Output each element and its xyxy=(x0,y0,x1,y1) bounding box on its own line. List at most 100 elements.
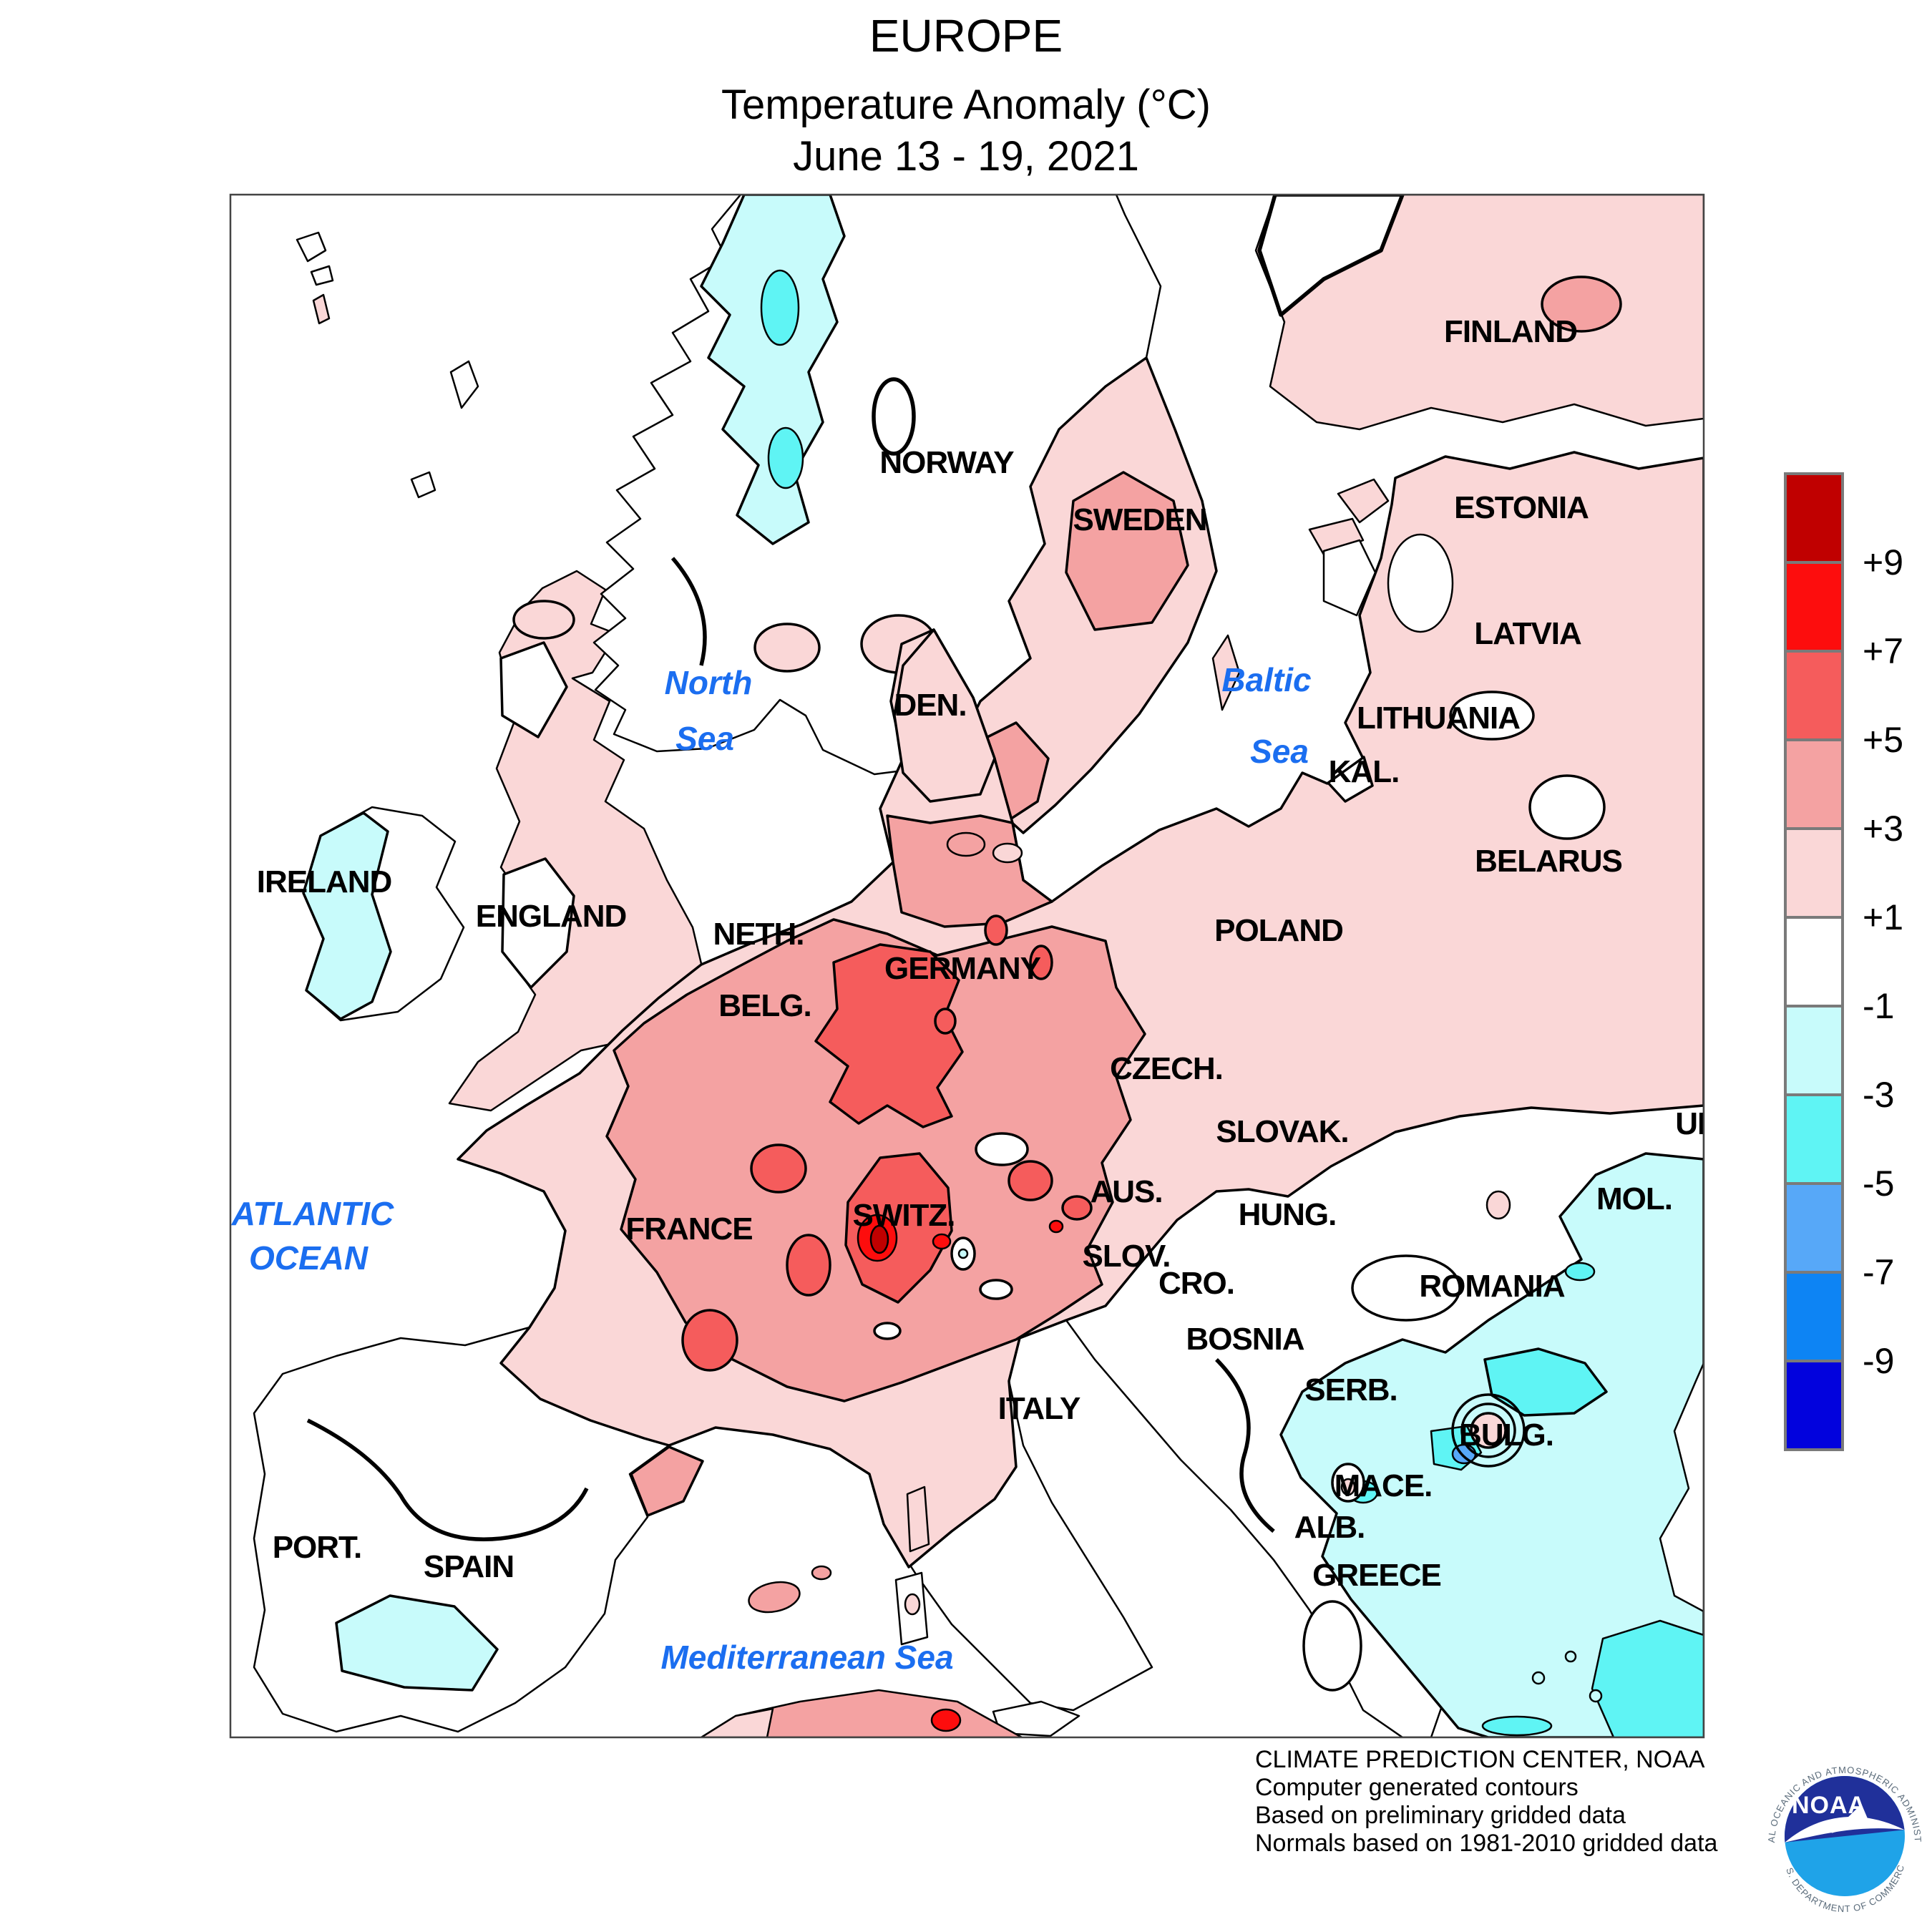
contour-belarus-white xyxy=(1528,774,1606,840)
island-shetland xyxy=(449,360,479,409)
sea-label-north-sea-2: Sea xyxy=(675,720,734,757)
legend-tick--7: -7 xyxy=(1863,1252,1894,1292)
country-label-hungary: HUNG. xyxy=(1239,1197,1337,1232)
sea-label-atlantic-1: ATLANTIC xyxy=(231,1195,394,1232)
country-label-ukraine: UK xyxy=(1675,1106,1720,1141)
legend-swatch-6 xyxy=(1784,1005,1844,1096)
country-label-bulgaria: BULG. xyxy=(1459,1418,1553,1453)
contour-west-greece-white xyxy=(1302,1600,1362,1692)
contour-kaliningrad-white xyxy=(1327,756,1374,803)
map-frame xyxy=(229,193,1705,1739)
country-label-romania: ROMANIA xyxy=(1419,1269,1564,1304)
country-label-latvia: LATVIA xyxy=(1474,616,1581,651)
legend-tick-+9: +9 xyxy=(1863,542,1903,582)
island-sardinia-pink-dot xyxy=(904,1593,921,1616)
country-label-switzerland: SWITZ. xyxy=(852,1198,955,1233)
attribution-line-4: Normals based on 1981-2010 gridded data xyxy=(1255,1830,1718,1857)
country-label-england: ENGLAND xyxy=(476,899,627,934)
contour-bulgaria-pink-core xyxy=(1470,1412,1507,1449)
contour-west-scotland-white xyxy=(499,641,568,738)
island-corsica xyxy=(906,1485,930,1553)
country-label-norway: NORWAY xyxy=(879,445,1014,480)
legend-tick-+7: +7 xyxy=(1863,631,1903,671)
contour-minus3-romania-spot xyxy=(1564,1262,1596,1282)
map-date-range: June 13 - 19, 2021 xyxy=(793,133,1139,180)
island-faroe-2 xyxy=(310,265,334,286)
contour-plus5-west-germany xyxy=(814,943,964,1128)
island-menorca xyxy=(811,1565,832,1581)
legend-swatch-2 xyxy=(1784,650,1844,741)
noaa-logo-emblem xyxy=(1785,1776,1905,1896)
island-gotland xyxy=(1211,634,1241,711)
contour-norway-cyan-deep-1 xyxy=(760,269,800,346)
contour-ireland-cyan xyxy=(302,811,392,1020)
country-label-italy: ITALY xyxy=(998,1391,1080,1426)
country-label-lithuania: LITHUANIA xyxy=(1357,701,1520,736)
contour-plus5-austria-b xyxy=(1061,1195,1093,1221)
country-label-germany: GERMANY xyxy=(884,951,1041,986)
map-area: FINLAND NORWAY SWEDEN ESTONIA LATVIA LITHUANI… xyxy=(230,195,1720,1737)
country-label-macedonia: MACE. xyxy=(1335,1468,1433,1503)
country-labels: FINLAND NORWAY SWEDEN ESTONIA LATVIA LITHUANI… xyxy=(257,314,1720,1593)
contour-sweden-salmon-mid xyxy=(1065,471,1189,631)
contour-minus1-south-spain xyxy=(335,1594,499,1692)
contour-plus5-france-ne xyxy=(750,1143,807,1194)
contour-plus5-germany-spot xyxy=(934,1008,957,1035)
country-label-portugal: PORT. xyxy=(273,1530,362,1565)
attribution-block: CLIMATE PREDICTION CENTER, NOAA Computer… xyxy=(1255,1746,1718,1857)
contour-lithuania-white xyxy=(1449,691,1535,741)
region-north-africa-pale xyxy=(700,1707,774,1737)
contour-minus3-ne-bulgaria xyxy=(1483,1347,1608,1417)
contour-norway-white-ring xyxy=(872,377,916,456)
island-aegean-2 xyxy=(1564,1650,1577,1663)
map-title: EUROPE xyxy=(869,10,1063,62)
attribution-line-1: CLIMATE PREDICTION CENTER, NOAA xyxy=(1255,1746,1705,1773)
island-saaremaa-white xyxy=(1322,539,1377,617)
legend-tick--9: -9 xyxy=(1863,1341,1894,1381)
contour-plus5-france-mid xyxy=(786,1234,831,1297)
island-funen xyxy=(992,842,1023,864)
contour-plus7-alps-dot xyxy=(932,1233,952,1250)
island-faroe-pink xyxy=(312,293,331,325)
country-label-belgium: BELG. xyxy=(718,988,811,1023)
contour-plus5-france-sw xyxy=(681,1309,738,1372)
contour-scotland-pink xyxy=(512,600,575,640)
riga-gulf xyxy=(1387,533,1454,633)
legend-colorbar: +9 +7 +5 +3 +1 -1 -3 -5 -7 -9 xyxy=(1784,472,1903,1451)
legend-swatch-9 xyxy=(1784,1271,1844,1362)
contour-plus5-switzerland xyxy=(844,1152,953,1304)
contour-germany-pale-hole xyxy=(975,1132,1029,1166)
contour-plus7-austria-dot xyxy=(1048,1219,1064,1234)
map-subtitle: Temperature Anomaly (°C) xyxy=(721,82,1211,128)
contour-plus5-coast-spot-2 xyxy=(1029,945,1053,980)
island-mallorca xyxy=(748,1581,801,1614)
contour-finnmark-white xyxy=(1257,195,1405,317)
legend-swatch-0 xyxy=(1784,472,1844,564)
contour-macedonia-pink-dot xyxy=(1340,1478,1356,1496)
sea-label-atlantic-2: OCEAN xyxy=(249,1239,369,1277)
contour-line-norway xyxy=(670,557,707,666)
country-label-moldova: MOL. xyxy=(1596,1181,1672,1216)
island-aegean-1 xyxy=(1531,1671,1546,1685)
contour-norway-cyan-deep-2 xyxy=(767,426,804,489)
country-label-bosnia: BOSNIA xyxy=(1186,1322,1304,1357)
island-saaremaa-pink xyxy=(1308,478,1390,556)
contour-line-bosnia xyxy=(1215,1358,1275,1533)
country-label-france: FRANCE xyxy=(625,1211,752,1246)
attribution-line-2: Computer generated contours xyxy=(1255,1774,1579,1801)
contour-wales-white xyxy=(501,857,575,989)
legend-swatch-8 xyxy=(1784,1182,1844,1274)
country-label-belarus: BELARUS xyxy=(1475,844,1622,879)
contour-romania-pink-spot xyxy=(1485,1190,1511,1220)
legend-swatch-5 xyxy=(1784,916,1844,1008)
country-label-slovenia: SLOV. xyxy=(1083,1239,1171,1274)
country-label-greece: GREECE xyxy=(1312,1558,1441,1593)
contour-plus3-central-europe xyxy=(605,918,1146,1402)
sea-label-mediterranean: Mediterranean Sea xyxy=(660,1639,953,1676)
contour-norway-coast-cyan xyxy=(700,195,846,545)
contour-finland-salmon-spot xyxy=(1541,275,1622,333)
noaa-logo-seagull-wing xyxy=(1831,1804,1870,1833)
country-label-austria: AUS. xyxy=(1090,1174,1162,1209)
island-orkney xyxy=(410,471,436,499)
country-label-spain: SPAIN xyxy=(424,1549,514,1584)
